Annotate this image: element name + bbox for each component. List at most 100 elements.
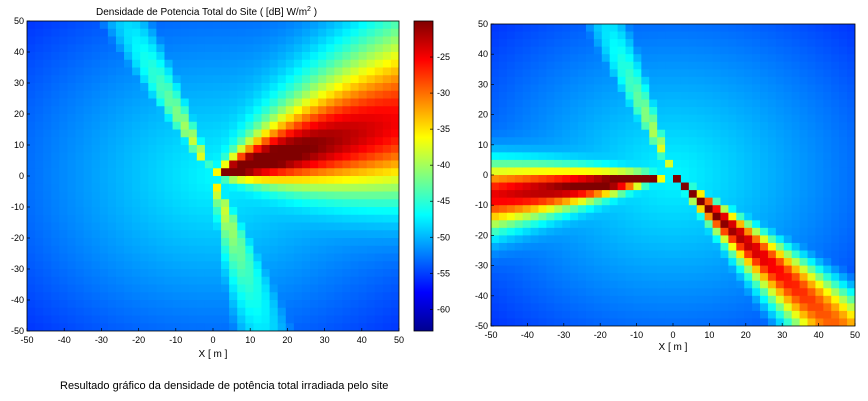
heatmap-cell (554, 114, 563, 123)
plot1-ytick-label: -30 (11, 264, 24, 274)
heatmap-cell (132, 214, 141, 224)
heatmap-cell (736, 310, 745, 320)
heatmap-cell (791, 69, 801, 78)
heatmap-cell (688, 295, 698, 304)
heatmap-cell (350, 168, 360, 177)
heatmap-cell (124, 183, 133, 193)
heatmap-cell (148, 36, 157, 45)
heatmap-cell (570, 227, 579, 236)
heatmap-cell (775, 129, 785, 138)
heatmap-cell (506, 54, 516, 63)
heatmap-cell (59, 36, 69, 45)
plot1-xtick-label: 30 (320, 335, 330, 345)
heatmap-cell (277, 152, 287, 162)
heatmap-cell (728, 288, 737, 297)
heatmap-cell (498, 152, 508, 161)
heatmap-cell (823, 310, 832, 320)
heatmap-cell (823, 167, 832, 176)
heatmap-cell (75, 145, 85, 154)
heatmap-cell (673, 235, 682, 244)
heatmap-cell (570, 280, 579, 289)
heatmap-cell (358, 183, 368, 193)
heatmap-cell (35, 230, 44, 239)
heatmap-cell (609, 235, 619, 244)
heatmap-cell (847, 295, 855, 304)
heatmap-cell (51, 98, 60, 107)
heatmap-cell (593, 24, 603, 33)
heatmap-cell (390, 106, 399, 115)
heatmap-cell (67, 276, 77, 286)
heatmap-cell (382, 261, 392, 270)
heatmap-cell (342, 253, 352, 262)
heatmap-cell (188, 176, 198, 185)
heatmap-cell (326, 284, 335, 293)
heatmap-cell (245, 90, 255, 100)
plot2-ytick-label: -30 (475, 261, 488, 271)
heatmap-cell (791, 159, 801, 169)
heatmap-cell (59, 269, 69, 278)
heatmap-cell (720, 76, 729, 85)
heatmap-cell (350, 222, 360, 231)
heatmap-cell (546, 69, 555, 78)
heatmap-cell (253, 183, 263, 193)
heatmap-cell (253, 52, 263, 61)
heatmap-cell (301, 75, 311, 84)
plot1-xlabel: X [ m ] (199, 349, 228, 360)
heatmap-cell (196, 214, 206, 224)
heatmap-cell (172, 238, 182, 247)
heatmap-cell (253, 176, 263, 185)
heatmap-cell (514, 129, 524, 138)
heatmap-cell (744, 318, 753, 326)
heatmap-cell (752, 288, 761, 297)
heatmap-cell (140, 121, 149, 131)
heatmap-cell (99, 98, 109, 107)
heatmap-cell (831, 295, 840, 304)
heatmap-cell (744, 31, 753, 40)
heatmap-cell (791, 31, 801, 40)
heatmap-cell (188, 253, 198, 262)
heatmap-cell (67, 307, 77, 317)
heatmap-cell (601, 31, 611, 40)
heatmap-cell (269, 83, 279, 92)
heatmap-cell (75, 315, 85, 324)
heatmap-cell (285, 222, 295, 231)
heatmap-cell (318, 191, 327, 200)
heatmap-cell (831, 235, 840, 244)
heatmap-cell (728, 61, 737, 70)
heatmap-cell (390, 98, 399, 107)
heatmap-cell (27, 83, 36, 92)
heatmap-cell (562, 122, 571, 131)
heatmap-cell (253, 75, 263, 84)
heatmap-cell (366, 253, 376, 262)
heatmap-cell (506, 39, 516, 48)
heatmap-cell (641, 99, 650, 108)
heatmap-cell (783, 122, 793, 131)
heatmap-cell (570, 159, 579, 169)
heatmap-cell (245, 168, 255, 177)
heatmap-cell (696, 303, 706, 312)
heatmap-cell (172, 207, 182, 216)
heatmap-cell (530, 273, 540, 282)
heatmap-cell (366, 52, 376, 61)
heatmap-cell (554, 129, 563, 138)
heatmap-cell (538, 288, 547, 297)
heatmap-cell (156, 152, 166, 162)
heatmap-cell (570, 303, 579, 312)
heatmap-cell (657, 137, 666, 146)
heatmap-cell (27, 315, 36, 324)
heatmap-cell (609, 190, 619, 199)
heatmap-cell (382, 75, 392, 84)
plot2-xtick-label: -30 (557, 330, 570, 340)
heatmap-cell (680, 46, 690, 55)
heatmap-cell (148, 222, 157, 231)
heatmap-cell (213, 253, 222, 262)
heatmap-cell (641, 190, 650, 199)
heatmap-cell (649, 310, 658, 320)
heatmap-cell (609, 220, 619, 229)
heatmap-cell (538, 152, 547, 161)
heatmap-cell (213, 238, 222, 247)
heatmap-cell (374, 214, 384, 224)
heatmap-cell (99, 238, 109, 247)
heatmap-cell (196, 28, 206, 38)
heatmap-cell (301, 253, 311, 262)
